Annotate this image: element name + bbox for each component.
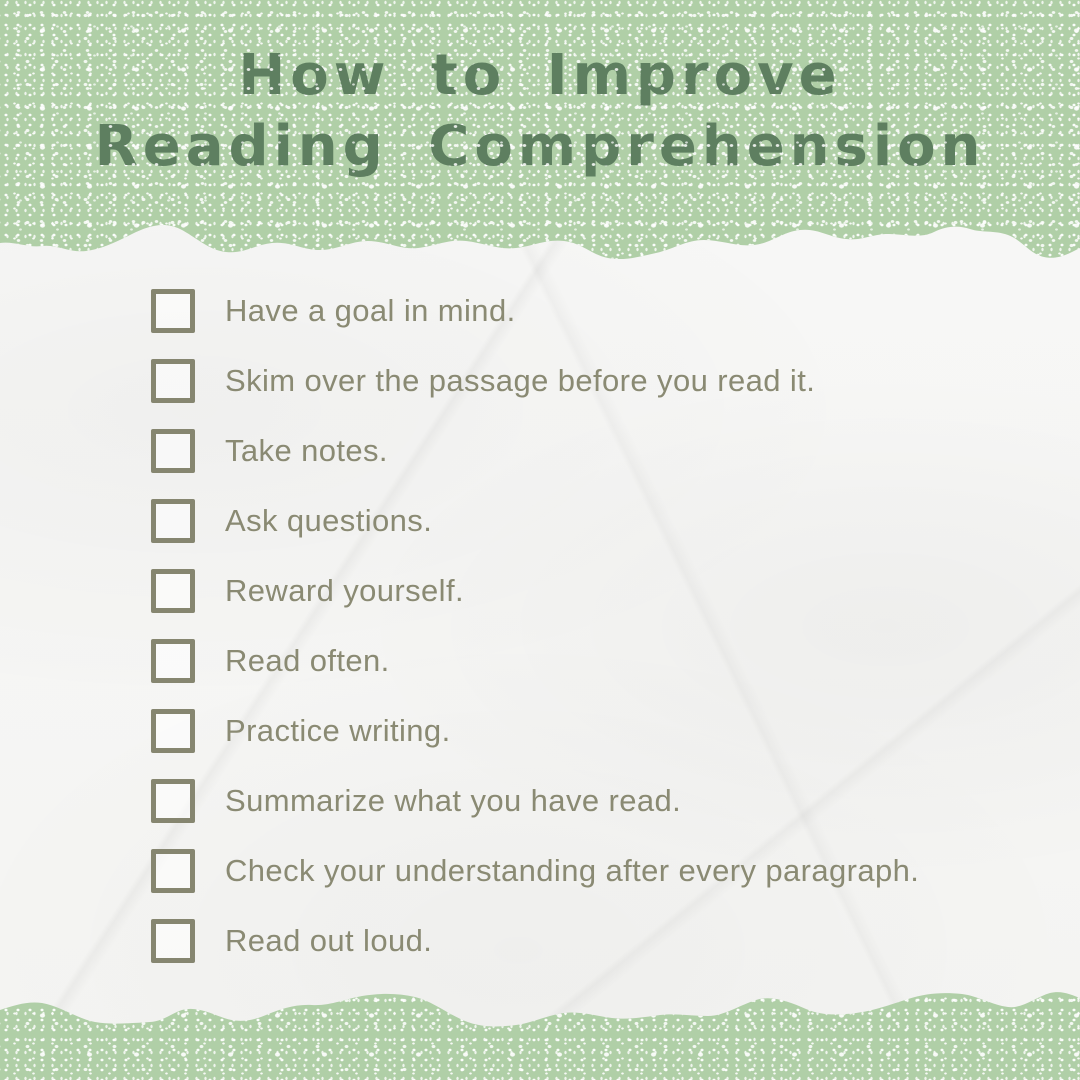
checklist: Have a goal in mind. Skim over the passag… xyxy=(151,289,919,963)
checklist-row: Read out loud. xyxy=(151,919,919,963)
footer-banner xyxy=(0,985,1080,1080)
checklist-item-label: Ask questions. xyxy=(225,503,433,538)
checkbox[interactable] xyxy=(151,569,195,613)
checklist-item-label: Have a goal in mind. xyxy=(225,293,516,328)
checklist-row: Practice writing. xyxy=(151,709,919,753)
checklist-item-label: Read out loud. xyxy=(225,923,433,958)
checkbox[interactable] xyxy=(151,779,195,823)
checklist-row: Check your understanding after every par… xyxy=(151,849,919,893)
checklist-row: Take notes. xyxy=(151,429,919,473)
checklist-row: Summarize what you have read. xyxy=(151,779,919,823)
checkbox[interactable] xyxy=(151,499,195,543)
checklist-row: Ask questions. xyxy=(151,499,919,543)
checklist-item-label: Read often. xyxy=(225,643,390,678)
checklist-item-label: Reward yourself. xyxy=(225,573,464,608)
checklist-item-label: Check your understanding after every par… xyxy=(225,853,920,888)
checklist-item-label: Practice writing. xyxy=(225,713,451,748)
checklist-item-label: Take notes. xyxy=(225,433,388,468)
checkbox[interactable] xyxy=(151,639,195,683)
page-title-line1: How to Improve xyxy=(238,43,842,108)
checkbox[interactable] xyxy=(151,709,195,753)
page-title-line2: Reading Comprehension xyxy=(94,114,986,179)
checklist-item-label: Summarize what you have read. xyxy=(225,783,682,818)
checklist-item-label: Skim over the passage before you read it… xyxy=(225,363,816,398)
checklist-row: Skim over the passage before you read it… xyxy=(151,359,919,403)
checkbox[interactable] xyxy=(151,849,195,893)
page-title: How to Improve Reading Comprehension xyxy=(0,40,1080,182)
checkbox[interactable] xyxy=(151,359,195,403)
checklist-row: Reward yourself. xyxy=(151,569,919,613)
checklist-row: Have a goal in mind. xyxy=(151,289,919,333)
header-banner: How to Improve Reading Comprehension xyxy=(0,0,1080,272)
checkbox[interactable] xyxy=(151,429,195,473)
checklist-row: Read often. xyxy=(151,639,919,683)
checkbox[interactable] xyxy=(151,289,195,333)
checkbox[interactable] xyxy=(151,919,195,963)
